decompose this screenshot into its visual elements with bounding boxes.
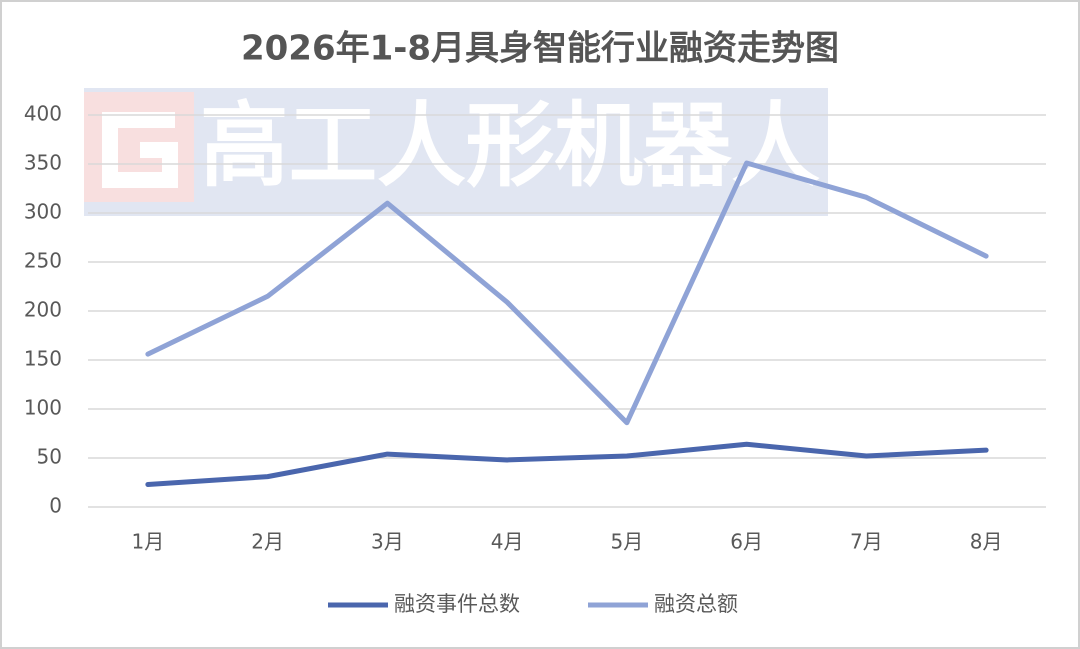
y-tick-label: 100 <box>24 396 62 420</box>
line-series <box>145 160 989 426</box>
line-series <box>145 441 989 487</box>
x-tick-label: 4月 <box>491 530 524 554</box>
x-tick-label: 3月 <box>371 530 404 554</box>
y-tick-label: 300 <box>24 200 62 224</box>
y-tick-label: 150 <box>24 347 62 371</box>
y-tick-label: 250 <box>24 249 62 273</box>
legend-label: 融资总额 <box>654 592 738 616</box>
y-tick-label: 50 <box>37 445 62 469</box>
legend-label: 融资事件总数 <box>394 592 520 616</box>
y-tick-label: 350 <box>24 151 62 175</box>
x-tick-label: 5月 <box>611 530 644 554</box>
y-tick-label: 200 <box>24 298 62 322</box>
watermark-band <box>84 88 828 216</box>
watermark-text: 高工人形机器人 <box>200 92 820 199</box>
x-tick-label: 7月 <box>850 530 883 554</box>
chart-title: 2026年1-8月具身智能行业融资走势图 <box>241 29 839 69</box>
x-tick-label: 8月 <box>970 530 1003 554</box>
x-tick-label: 6月 <box>730 530 763 554</box>
x-tick-label: 2月 <box>251 530 284 554</box>
y-tick-label: 0 <box>49 494 62 518</box>
x-tick-label: 1月 <box>132 530 165 554</box>
y-tick-label: 400 <box>24 102 62 126</box>
watermark-logo-mark <box>102 112 178 188</box>
watermark: 高工人形机器人 <box>84 88 828 216</box>
